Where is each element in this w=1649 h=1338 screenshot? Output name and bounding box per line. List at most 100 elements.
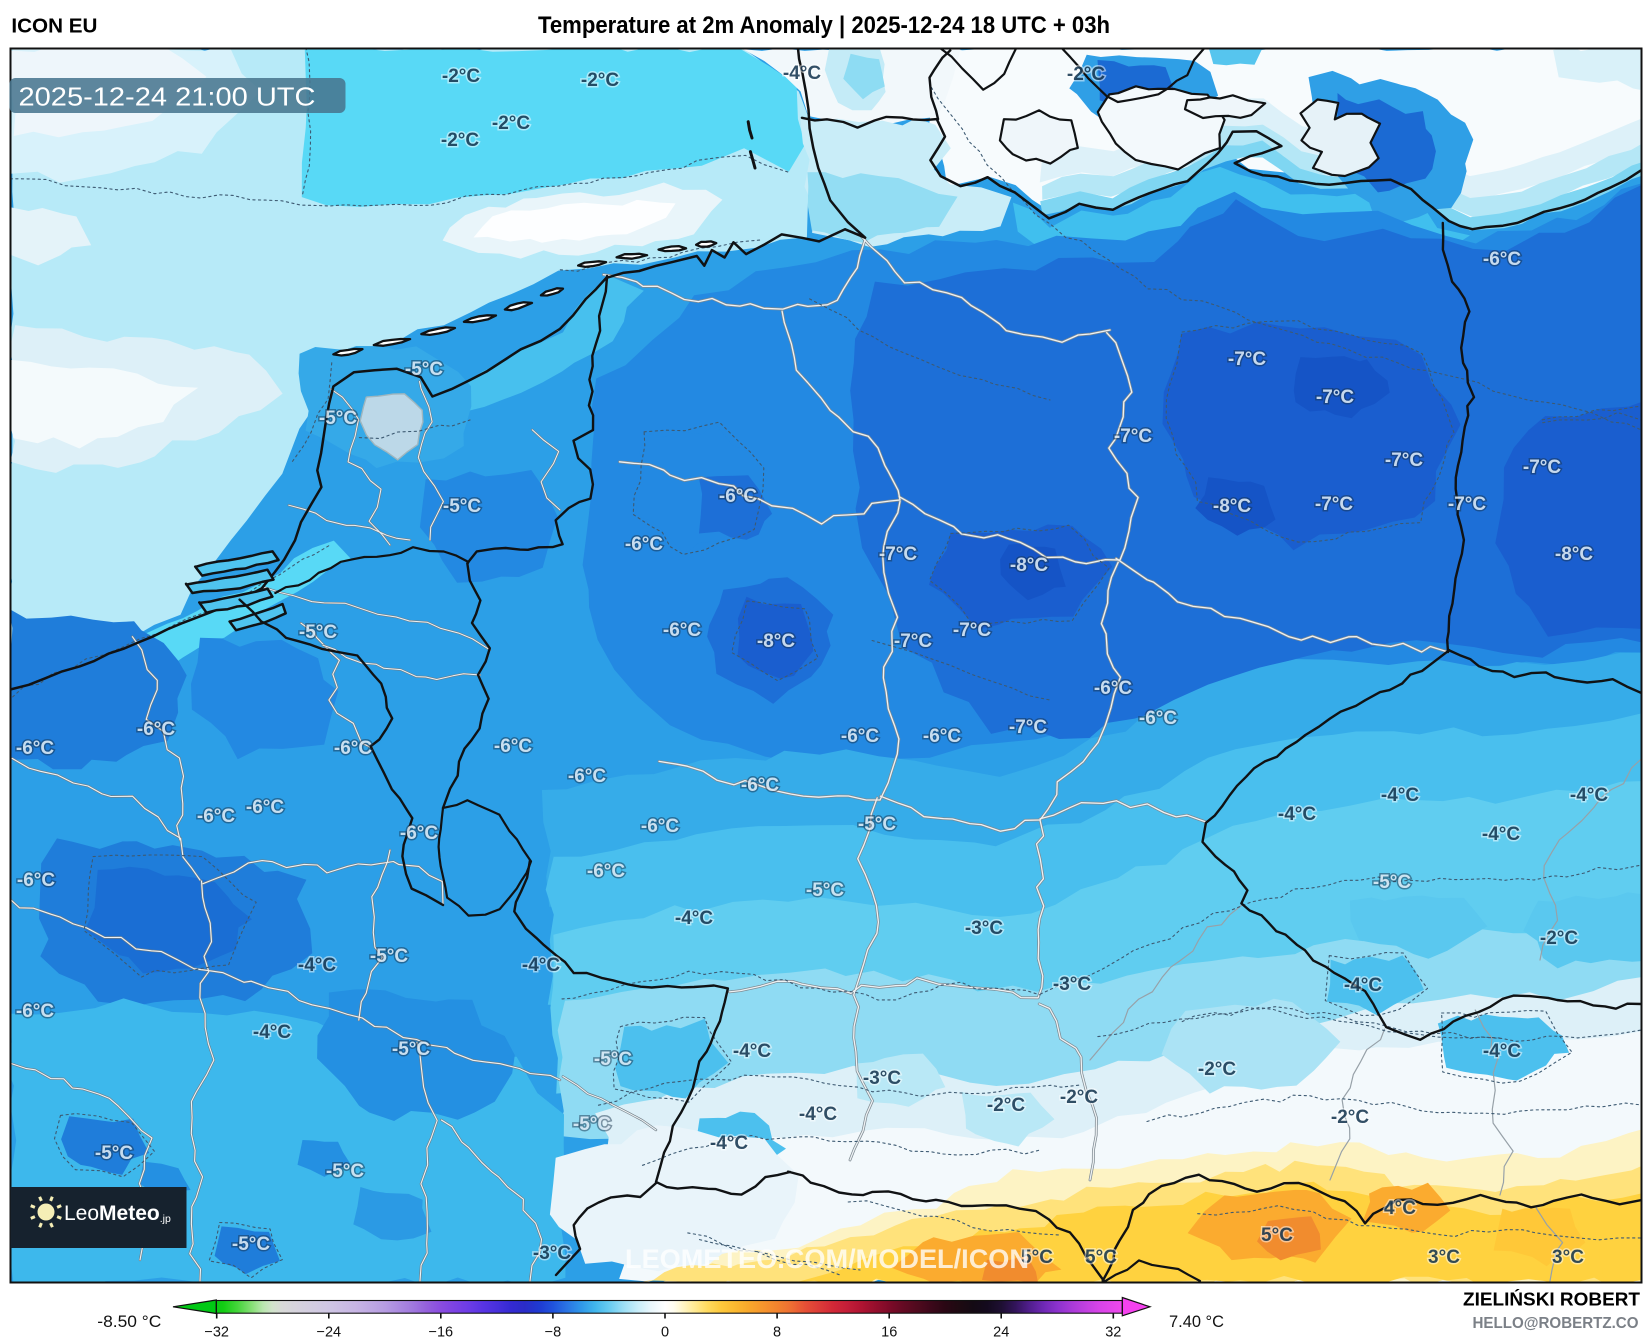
svg-text:-4°C: -4°C [675, 908, 713, 929]
svg-text:-5°C: -5°C [392, 1039, 430, 1060]
svg-text:24: 24 [993, 1325, 1009, 1338]
svg-text:-6°C: -6°C [334, 738, 372, 759]
svg-text:-6°C: -6°C [246, 797, 284, 818]
svg-text:-5°C: -5°C [232, 1234, 270, 1255]
svg-text:−16: −16 [428, 1325, 453, 1338]
svg-text:-7°C: -7°C [1228, 349, 1266, 370]
svg-text:-5°C: -5°C [319, 408, 357, 429]
svg-text:-2°C: -2°C [1540, 928, 1578, 949]
svg-text:-4°C: -4°C [1483, 1041, 1521, 1062]
svg-text:-6°C: -6°C [1094, 678, 1132, 699]
svg-text:-5°C: -5°C [806, 880, 844, 901]
svg-text:-3°C: -3°C [533, 1243, 571, 1264]
svg-text:7.40 °C: 7.40 °C [1169, 1312, 1224, 1331]
svg-text:-6°C: -6°C [625, 534, 663, 555]
svg-text:LEOMETEO.COM/MODEL/ICON: LEOMETEO.COM/MODEL/ICON [625, 1244, 1029, 1274]
svg-text:-2°C: -2°C [1331, 1107, 1369, 1128]
svg-text:-8°C: -8°C [757, 631, 795, 652]
svg-text:-6°C: -6°C [16, 1001, 54, 1022]
svg-text:-4°C: -4°C [710, 1133, 748, 1154]
svg-text:LeoMeteo.jp: LeoMeteo.jp [64, 1202, 171, 1225]
svg-text:-2°C: -2°C [442, 66, 480, 87]
svg-text:32: 32 [1105, 1325, 1121, 1338]
svg-text:-6°C: -6°C [137, 719, 175, 740]
svg-text:-6°C: -6°C [17, 870, 55, 891]
svg-text:-2°C: -2°C [1060, 1087, 1098, 1108]
svg-text:5°C: 5°C [1021, 1247, 1053, 1268]
svg-text:-5°C: -5°C [95, 1143, 133, 1164]
svg-text:-7°C: -7°C [1385, 450, 1423, 471]
svg-text:-4°C: -4°C [1381, 785, 1419, 806]
svg-text:-5°C: -5°C [1373, 872, 1411, 893]
svg-text:3°C: 3°C [1552, 1247, 1584, 1268]
svg-text:-7°C: -7°C [1009, 717, 1047, 738]
svg-text:8: 8 [773, 1325, 781, 1338]
svg-text:-6°C: -6°C [663, 620, 701, 641]
svg-text:-6°C: -6°C [494, 736, 532, 757]
svg-text:-7°C: -7°C [894, 631, 932, 652]
svg-text:0: 0 [661, 1325, 669, 1338]
svg-text:-7°C: -7°C [1448, 494, 1486, 515]
svg-text:-2°C: -2°C [441, 130, 479, 151]
svg-text:-6°C: -6°C [568, 766, 606, 787]
svg-text:-5°C: -5°C [405, 359, 443, 380]
svg-text:-6°C: -6°C [197, 806, 235, 827]
svg-text:-7°C: -7°C [1523, 457, 1561, 478]
svg-text:ICON EU: ICON EU [11, 15, 97, 37]
svg-text:-5°C: -5°C [858, 814, 896, 835]
svg-text:-6°C: -6°C [16, 738, 54, 759]
svg-text:-7°C: -7°C [953, 620, 991, 641]
svg-text:-7°C: -7°C [1315, 494, 1353, 515]
svg-text:-6°C: -6°C [719, 486, 757, 507]
svg-text:-3°C: -3°C [863, 1068, 901, 1089]
svg-text:-4°C: -4°C [1344, 975, 1382, 996]
svg-text:3°C: 3°C [1428, 1247, 1460, 1268]
svg-text:-4°C: -4°C [522, 955, 560, 976]
svg-text:-4°C: -4°C [1278, 804, 1316, 825]
svg-text:-2°C: -2°C [987, 1095, 1025, 1116]
svg-text:-2°C: -2°C [1067, 64, 1105, 85]
svg-text:HELLO@ROBERTZ.CO: HELLO@ROBERTZ.CO [1473, 1315, 1639, 1332]
svg-text:-5°C: -5°C [594, 1049, 632, 1070]
svg-text:-2°C: -2°C [1198, 1059, 1236, 1080]
svg-text:-4°C: -4°C [783, 63, 821, 84]
svg-text:-5°C: -5°C [443, 496, 481, 517]
svg-text:-7°C: -7°C [879, 544, 917, 565]
svg-text:-6°C: -6°C [841, 726, 879, 747]
svg-text:-6°C: -6°C [741, 775, 779, 796]
svg-text:-5°C: -5°C [573, 1114, 611, 1135]
svg-text:-8°C: -8°C [1010, 555, 1048, 576]
svg-text:-5°C: -5°C [299, 622, 337, 643]
svg-text:-4°C: -4°C [253, 1022, 291, 1043]
svg-text:-6°C: -6°C [1139, 708, 1177, 729]
svg-text:-5°C: -5°C [326, 1161, 364, 1182]
svg-text:−32: −32 [204, 1325, 229, 1338]
svg-text:-2°C: -2°C [492, 113, 530, 134]
svg-text:-6°C: -6°C [587, 861, 625, 882]
svg-text:-6°C: -6°C [400, 823, 438, 844]
svg-text:-4°C: -4°C [298, 955, 336, 976]
svg-text:-2°C: -2°C [581, 70, 619, 91]
svg-text:-7°C: -7°C [1316, 387, 1354, 408]
svg-text:-8°C: -8°C [1555, 544, 1593, 565]
svg-text:4°C: 4°C [1384, 1198, 1416, 1219]
svg-text:-3°C: -3°C [1053, 974, 1091, 995]
svg-text:ZIELIŃSKI ROBERT: ZIELIŃSKI ROBERT [1463, 1289, 1641, 1310]
svg-text:-3°C: -3°C [965, 918, 1003, 939]
svg-text:5°C: 5°C [1085, 1247, 1117, 1268]
svg-text:-8°C: -8°C [1213, 496, 1251, 517]
svg-text:-6°C: -6°C [1483, 249, 1521, 270]
svg-text:-8.50 °C: -8.50 °C [97, 1312, 161, 1331]
svg-text:-4°C: -4°C [1482, 824, 1520, 845]
svg-text:-5°C: -5°C [370, 946, 408, 967]
svg-text:-4°C: -4°C [799, 1104, 837, 1125]
svg-text:−24: −24 [316, 1325, 341, 1338]
svg-text:-4°C: -4°C [733, 1041, 771, 1062]
svg-text:−8: −8 [545, 1325, 562, 1338]
svg-text:-4°C: -4°C [1570, 785, 1608, 806]
svg-text:16: 16 [881, 1325, 897, 1338]
svg-text:-6°C: -6°C [923, 726, 961, 747]
svg-text:5°C: 5°C [1261, 1225, 1293, 1246]
svg-text:2025-12-24 21:00 UTC: 2025-12-24 21:00 UTC [19, 82, 316, 112]
svg-text:-7°C: -7°C [1114, 426, 1152, 447]
